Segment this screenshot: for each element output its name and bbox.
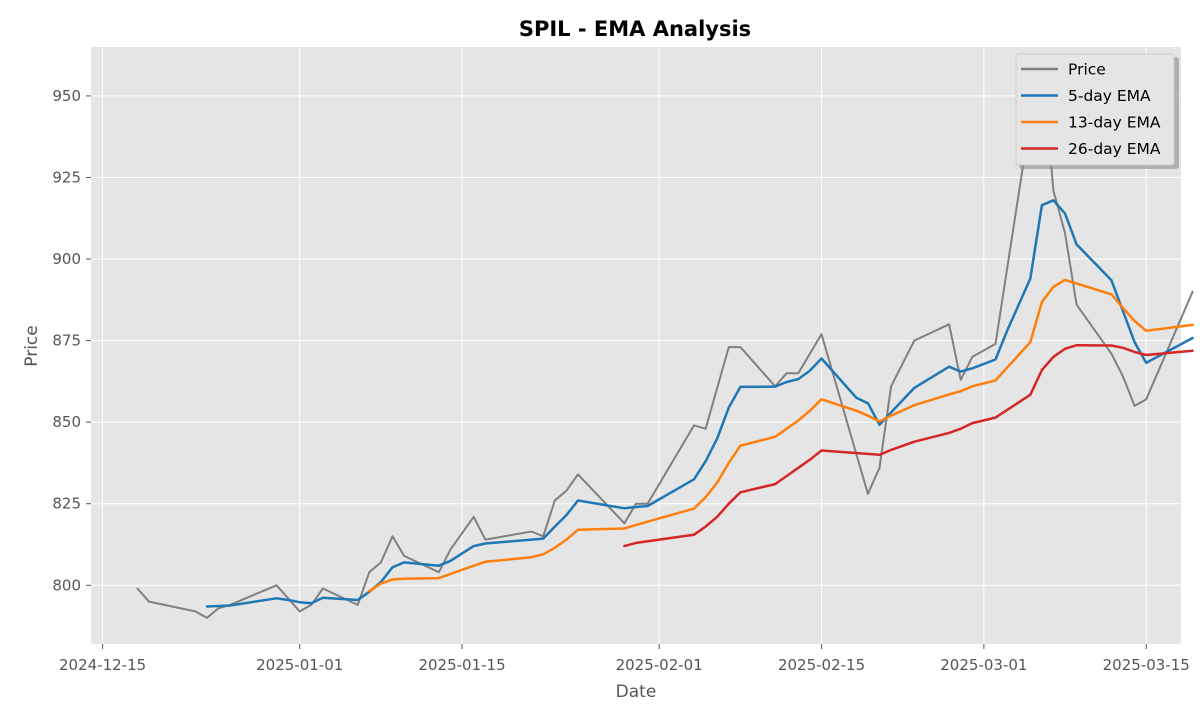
y-tick-label: 950: [52, 87, 81, 105]
chart-title: SPIL - EMA Analysis: [519, 17, 751, 41]
series-line-13-day-ema: [368, 278, 1194, 593]
y-tick-label: 900: [52, 250, 81, 268]
legend-label-26-day-ema: 26-day EMA: [1068, 140, 1161, 158]
series-line-26-day-ema: [623, 343, 1194, 548]
legend: Price 5-day EMA 13-day EMA 26-day EMA: [1015, 53, 1179, 169]
legend-box: [1015, 53, 1175, 166]
series-lines: [136, 55, 1194, 619]
x-tick-label: 2025-03-15: [1103, 656, 1190, 674]
x-axis-label: Date: [616, 682, 657, 702]
legend-label-13-day-ema: 13-day EMA: [1068, 114, 1161, 132]
x-tick-label: 2025-03-01: [940, 656, 1027, 674]
y-tick-label: 875: [52, 332, 81, 350]
grid-lines: [91, 47, 1181, 644]
x-axis-ticks: 2024-12-15 2025-01-01 2025-01-15 2025-02-01…: [59, 644, 1190, 674]
legend-label-price: Price: [1068, 61, 1106, 79]
y-tick-label: 825: [52, 495, 81, 513]
y-axis-label: Price: [22, 325, 42, 366]
x-tick-label: 2025-02-15: [778, 656, 865, 674]
y-tick-label: 800: [52, 576, 81, 594]
x-tick-label: 2025-01-15: [418, 656, 505, 674]
x-tick-label: 2024-12-15: [59, 656, 146, 674]
y-axis-ticks: 800 825 850 875 900 925 950: [52, 87, 91, 594]
y-tick-label: 925: [52, 168, 81, 186]
y-tick-label: 850: [52, 413, 81, 431]
x-tick-label: 2025-02-01: [616, 656, 703, 674]
x-tick-label: 2025-01-01: [256, 656, 343, 674]
plot-area: [91, 47, 1181, 644]
legend-label-5-day-ema: 5-day EMA: [1068, 87, 1151, 105]
legend-items: Price 5-day EMA 13-day EMA 26-day EMA: [1021, 61, 1161, 158]
